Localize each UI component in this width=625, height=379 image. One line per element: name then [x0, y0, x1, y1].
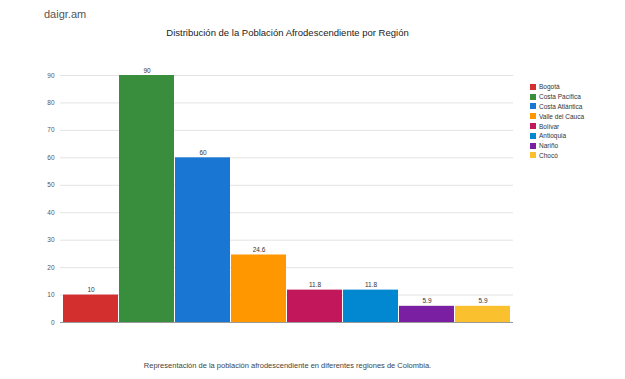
svg-text:70: 70: [47, 126, 55, 133]
svg-text:90: 90: [47, 72, 55, 79]
svg-text:5.9: 5.9: [478, 297, 487, 304]
html-text:Costa Pacífica: Costa Pacífica: [539, 93, 581, 101]
html-text:daigr.am: daigr.am: [44, 8, 87, 20]
svg-text:40: 40: [47, 209, 55, 216]
svg-text:0: 0: [51, 319, 55, 326]
svg-text:50: 50: [47, 181, 55, 188]
svg-text:11.8: 11.8: [309, 281, 322, 288]
html-text:Chocó: Chocó: [539, 152, 558, 159]
html-text:Representación de la población: Representación de la población afrodesce…: [143, 361, 432, 370]
svg-text:5.9: 5.9: [422, 297, 431, 304]
html-text:Costa Atlántica: Costa Atlántica: [539, 103, 583, 110]
svg-text:24.6: 24.6: [253, 246, 266, 253]
svg-text:90: 90: [143, 67, 151, 74]
svg-text:10: 10: [47, 291, 55, 298]
svg-text:10: 10: [87, 286, 95, 293]
html-text:Nariño: Nariño: [539, 142, 559, 150]
svg-text:60: 60: [199, 149, 207, 156]
html-text:Bogotá: Bogotá: [539, 83, 560, 91]
html-text:Bolívar: Bolívar: [539, 122, 560, 130]
svg-text:20: 20: [47, 264, 55, 271]
html-text:Valle del Cauca: Valle del Cauca: [539, 112, 584, 120]
svg-text:11.8: 11.8: [365, 281, 378, 288]
html-text:Antioquia: Antioquia: [539, 132, 567, 140]
svg-text:60: 60: [47, 154, 55, 161]
html-text:Distribución de la Población A: Distribución de la Población Afrodescend…: [166, 27, 409, 38]
svg-text:80: 80: [47, 99, 55, 106]
svg-text:30: 30: [47, 236, 55, 243]
